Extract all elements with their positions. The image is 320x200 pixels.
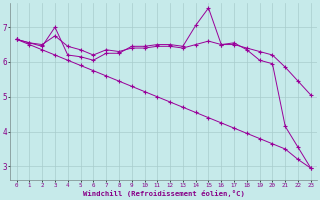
X-axis label: Windchill (Refroidissement éolien,°C): Windchill (Refroidissement éolien,°C) [83,190,244,197]
